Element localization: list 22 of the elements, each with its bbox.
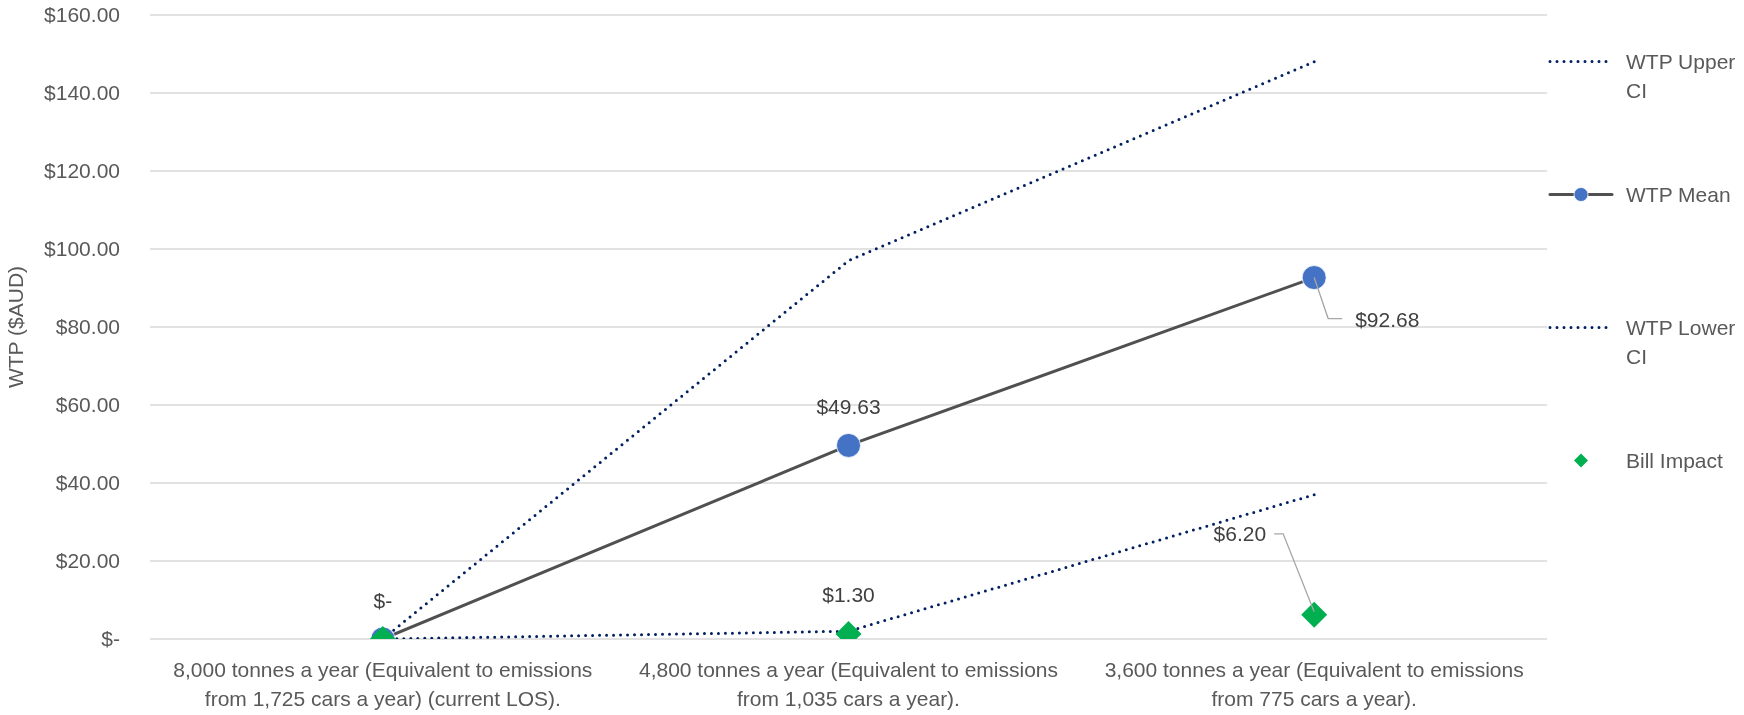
data-label: $1.30 [822, 583, 875, 607]
data-label: $49.63 [816, 394, 881, 418]
y-tick-label: $140.00 [44, 81, 120, 105]
legend-label: WTP Mean [1626, 182, 1732, 208]
data-label: $92.68 [1355, 308, 1420, 332]
y-tick-label: $80.00 [55, 315, 120, 339]
legend-label: WTP Lower CI [1626, 315, 1737, 370]
x-tick-label: 4,800 tonnes a year (Equivalent to emissions from 1,035 cars a year). [638, 657, 1059, 710]
legend-label: WTP Upper CI [1626, 49, 1737, 104]
x-tick-label: 3,600 tonnes a year (Equivalent to emissions from 775 cars a year). [1104, 657, 1524, 710]
y-tick-label: $160.00 [44, 3, 120, 27]
data-label: $- [373, 588, 393, 612]
data-label: $6.20 [1213, 522, 1267, 546]
legend-label: Bill Impact [1626, 448, 1724, 474]
y-tick-label: $100.00 [44, 237, 120, 261]
x-tick-label: 8,000 tonnes a year (Equivalent to emissions from 1,725 cars a year) (current LOS). [173, 657, 593, 710]
y-tick-label: $60.00 [55, 393, 120, 417]
y-tick-label: $20.00 [55, 549, 120, 573]
y-tick-label: $120.00 [44, 159, 120, 183]
y-tick-label: $40.00 [55, 471, 120, 495]
y-tick-label: $- [101, 627, 120, 651]
y-axis-title: WTP ($AUD) [3, 265, 27, 389]
